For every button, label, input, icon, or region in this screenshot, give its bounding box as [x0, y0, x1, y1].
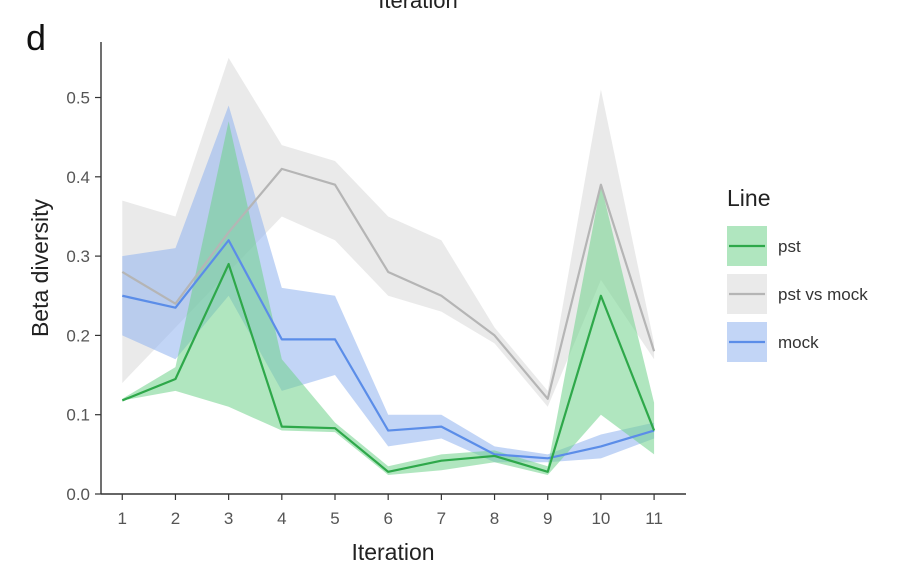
line-mock [122, 239, 655, 460]
x-tick-label: 9 [543, 509, 552, 528]
top-axis-title-fragment: Iteration [378, 0, 458, 13]
confidence-bands [122, 57, 655, 475]
x-axis-title: Iteration [351, 539, 434, 565]
legend-title: Line [727, 185, 770, 211]
y-tick-label: 0.1 [66, 406, 90, 425]
legend-label-pst-vs-mock: pst vs mock [778, 285, 868, 304]
legend-label-pst: pst [778, 237, 801, 256]
x-tick-label: 2 [171, 509, 180, 528]
x-tick-label: 11 [645, 509, 663, 528]
y-axis-ticks: 0.0 0.1 0.2 0.3 0.4 0.5 [66, 89, 101, 504]
x-tick-label: 3 [224, 509, 233, 528]
x-tick-label: 4 [277, 509, 286, 528]
y-tick-label: 0.3 [66, 247, 90, 266]
x-tick-label: 6 [383, 509, 392, 528]
y-tick-label: 0.2 [66, 326, 90, 345]
x-tick-label: 5 [330, 509, 339, 528]
legend: Line pst pst vs mock mock [727, 185, 868, 362]
y-tick-label: 0.5 [66, 89, 90, 108]
x-tick-label: 8 [490, 509, 499, 528]
legend-label-mock: mock [778, 333, 819, 352]
x-tick-label: 1 [118, 509, 127, 528]
line-pst [121, 262, 656, 473]
panel-label: d [26, 17, 46, 58]
y-axis-title: Beta diversity [27, 198, 53, 337]
x-tick-label: 10 [591, 509, 610, 528]
series-lines [121, 167, 656, 473]
band-pst-vs-mock [122, 57, 655, 407]
x-tick-label: 7 [437, 509, 446, 528]
band-pst [122, 121, 655, 475]
x-axis-ticks: 1 2 3 4 5 6 7 8 9 10 11 [118, 494, 663, 528]
y-tick-label: 0.4 [66, 168, 90, 187]
y-tick-label: 0.0 [66, 485, 90, 504]
line-pst-vs-mock [121, 167, 656, 400]
